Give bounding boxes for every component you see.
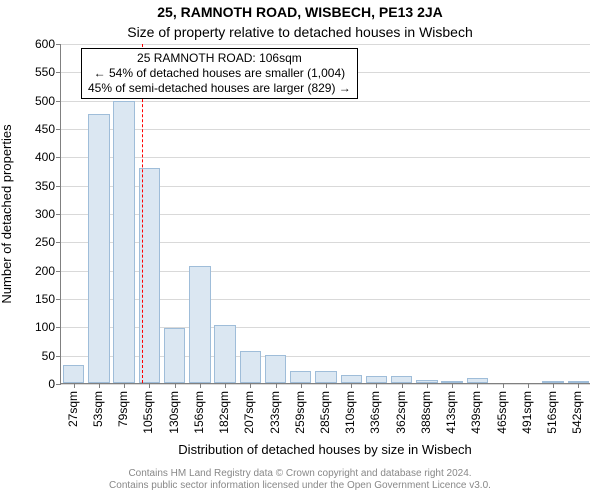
xtick-mark [175,383,176,388]
xtick-label: 156sqm [192,391,206,434]
ytick-label: 600 [35,37,61,51]
annotation-line2: ← 54% of detached houses are smaller (1,… [88,66,351,81]
xtick-label: 388sqm [419,391,433,434]
xtick-mark [351,383,352,388]
xtick-label: 130sqm [167,391,181,434]
histogram-bar [240,351,261,383]
footer-line1: Contains HM Land Registry data © Crown c… [0,468,600,480]
histogram-bar [63,365,84,383]
annotation-line3: 45% of semi-detached houses are larger (… [88,81,351,96]
ytick-label: 500 [35,94,61,108]
xtick-mark [578,383,579,388]
xtick-label: 27sqm [66,391,80,427]
xtick-label: 516sqm [545,391,559,434]
xtick-mark [250,383,251,388]
xtick-label: 53sqm [91,391,105,427]
ytick-label: 0 [48,377,61,391]
chart-container: { "title": { "main": "25, RAMNOTH ROAD, … [0,0,600,500]
xtick-label: 105sqm [141,391,155,434]
xtick-mark [149,383,150,388]
xtick-label: 233sqm [268,391,282,434]
chart-title-main: 25, RAMNOTH ROAD, WISBECH, PE13 2JA [0,4,600,20]
xtick-label: 491sqm [520,391,534,434]
xtick-mark [553,383,554,388]
footer-line2: Contains public sector information licen… [0,480,600,492]
ytick-label: 200 [35,264,61,278]
xtick-mark [528,383,529,388]
xtick-label: 285sqm [318,391,332,434]
xtick-label: 362sqm [394,391,408,434]
annotation-box: 25 RAMNOTH ROAD: 106sqm ← 54% of detache… [81,48,358,99]
histogram-bar [315,371,336,383]
xtick-mark [326,383,327,388]
xtick-label: 207sqm [242,391,256,434]
xtick-mark [124,383,125,388]
xtick-mark [74,383,75,388]
xtick-label: 259sqm [293,391,307,434]
ytick-label: 550 [35,65,61,79]
ytick-label: 250 [35,235,61,249]
histogram-bar [88,114,109,383]
xtick-mark [427,383,428,388]
xtick-label: 439sqm [469,391,483,434]
ytick-label: 100 [35,320,61,334]
xtick-mark [376,383,377,388]
xtick-mark [99,383,100,388]
xtick-mark [477,383,478,388]
xtick-label: 413sqm [444,391,458,434]
ytick-label: 300 [35,207,61,221]
xtick-label: 465sqm [495,391,509,434]
ytick-label: 450 [35,122,61,136]
xtick-mark [276,383,277,388]
histogram-bar [113,101,134,383]
histogram-bar [366,376,387,383]
xtick-label: 182sqm [217,391,231,434]
histogram-bar [189,266,210,383]
histogram-bar [265,355,286,383]
y-axis-label: Number of detached properties [0,124,14,303]
ytick-label: 400 [35,150,61,164]
gridline [61,129,590,130]
histogram-bar [164,328,185,383]
gridline [61,157,590,158]
footer: Contains HM Land Registry data © Crown c… [0,468,600,492]
ytick-label: 350 [35,179,61,193]
x-axis-label: Distribution of detached houses by size … [60,442,590,457]
histogram-bar [214,325,235,383]
ytick-label: 50 [42,349,61,363]
xtick-mark [402,383,403,388]
xtick-mark [225,383,226,388]
histogram-bar [341,375,362,384]
plot-area: 05010015020025030035040045050055060027sq… [60,44,590,384]
gridline [61,101,590,102]
xtick-mark [200,383,201,388]
xtick-label: 336sqm [368,391,382,434]
xtick-mark [503,383,504,388]
chart-title-sub: Size of property relative to detached ho… [0,24,600,40]
xtick-mark [452,383,453,388]
histogram-bar [391,376,412,383]
annotation-line1: 25 RAMNOTH ROAD: 106sqm [88,51,351,66]
ytick-label: 150 [35,292,61,306]
xtick-mark [301,383,302,388]
xtick-label: 542sqm [570,391,584,434]
xtick-label: 310sqm [343,391,357,434]
gridline [61,44,590,45]
histogram-bar [290,371,311,383]
xtick-label: 79sqm [116,391,130,427]
